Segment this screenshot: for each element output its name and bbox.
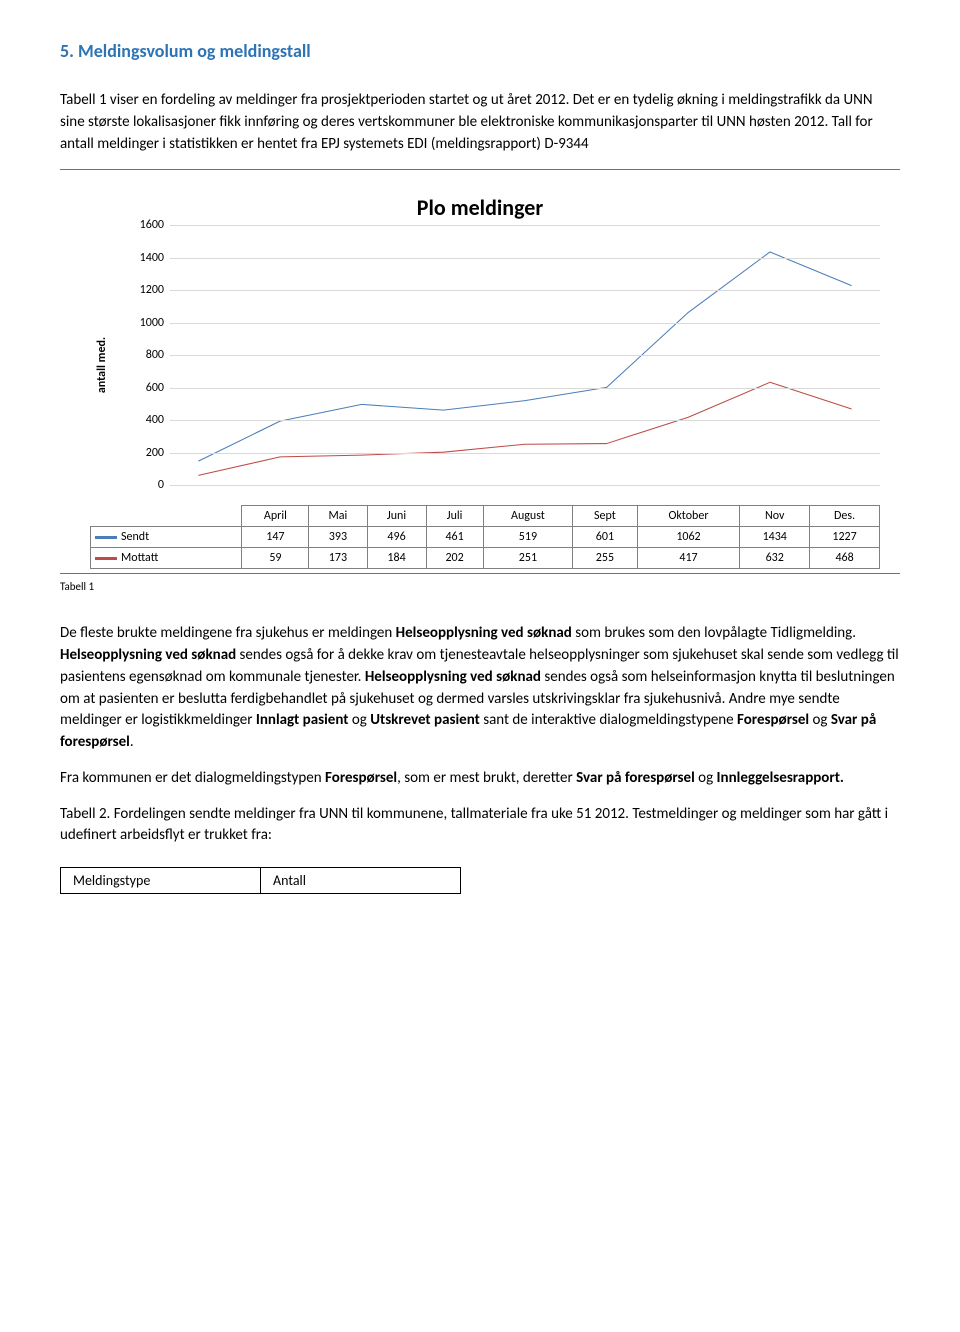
heading-number: 5. (60, 40, 74, 62)
chart-title: Plo meldinger (60, 174, 900, 225)
chart-value-cell: 519 (483, 527, 573, 548)
table-header-meldingstype: Meldingstype (61, 868, 261, 894)
chart-value-cell: 496 (367, 527, 426, 548)
chart-value-cell: 1434 (740, 527, 810, 548)
text: som brukes som den lovpålagte Tidligmeld… (572, 624, 856, 642)
chart-value-cell: 461 (426, 527, 483, 548)
chart-category-cell: April (242, 506, 309, 527)
chart-category-cell: Oktober (637, 506, 740, 527)
text-bold: Svar på forespørsel (576, 769, 695, 787)
chart-caption: Tabell 1 (60, 580, 900, 593)
chart-category-cell: Mai (309, 506, 367, 527)
chart-gridline (170, 258, 880, 259)
chart-ytick: 400 (134, 413, 164, 427)
chart-value-cell: 1227 (810, 527, 880, 548)
chart-category-cell: Des. (810, 506, 880, 527)
chart-container: Plo meldinger antall med. 02004006008001… (60, 169, 900, 574)
chart-category-cell: Juli (426, 506, 483, 527)
chart-gridline (170, 485, 880, 486)
chart-value-cell: 632 (740, 548, 810, 569)
body-paragraph-3: Tabell 2. Fordelingen sendte meldinger f… (60, 804, 900, 848)
text-bold: Utskrevet pasient (370, 711, 480, 729)
chart-gridline (170, 323, 880, 324)
text-bold: Forespørsel (737, 711, 809, 729)
text: Fra kommunen er det dialogmeldingstypen (60, 769, 325, 787)
table-row: Mottatt59173184202251255417632468 (91, 548, 880, 569)
text-bold: Innleggelsesrapport. (717, 769, 844, 787)
chart-series-line (198, 252, 851, 461)
legend-swatch-icon (95, 536, 117, 539)
chart-value-cell: 393 (309, 527, 367, 548)
text-bold: Forespørsel (325, 769, 397, 787)
table-row: Sendt147393496461519601106214341227 (91, 527, 880, 548)
chart-ytick: 200 (134, 446, 164, 460)
chart-value-cell: 601 (573, 527, 637, 548)
chart-series-label: Mottatt (91, 548, 242, 569)
text-bold: Helseopplysning ved søknad (365, 668, 541, 686)
chart-ytick: 1200 (134, 283, 164, 297)
chart-ytick: 1000 (134, 316, 164, 330)
chart-y-axis-label: antall med. (95, 337, 109, 393)
chart-value-cell: 468 (810, 548, 880, 569)
chart-plot: 02004006008001000120014001600 (170, 225, 880, 485)
chart-category-cell: Nov (740, 506, 810, 527)
text: og (809, 711, 831, 729)
chart-gridline (170, 355, 880, 356)
text: De fleste brukte meldingene fra sjukehus… (60, 624, 396, 642)
text-bold: Helseopplysning ved søknad (396, 624, 572, 642)
chart-value-cell: 184 (367, 548, 426, 569)
chart-series-line (198, 383, 851, 476)
chart-value-cell: 173 (309, 548, 367, 569)
text: og (348, 711, 370, 729)
section-heading: 5. Meldingsvolum og meldingstall (60, 40, 900, 62)
chart-ytick: 0 (134, 478, 164, 492)
text-bold: Innlagt pasient (256, 711, 349, 729)
intro-paragraph: Tabell 1 viser en fordeling av meldinger… (60, 90, 900, 155)
chart-value-cell: 251 (483, 548, 573, 569)
chart-value-cell: 147 (242, 527, 309, 548)
table-row: AprilMaiJuniJuliAugustSeptOktoberNovDes. (91, 506, 880, 527)
body-paragraph-1: De fleste brukte meldingene fra sjukehus… (60, 623, 900, 754)
blank-cell (91, 506, 242, 527)
body-paragraph-2: Fra kommunen er det dialogmeldingstypen … (60, 768, 900, 790)
chart-series-label: Sendt (91, 527, 242, 548)
chart-data-table: AprilMaiJuniJuliAugustSeptOktoberNovDes.… (90, 505, 880, 569)
table-header-antall: Antall (261, 868, 461, 894)
footer-table: Meldingstype Antall (60, 867, 461, 894)
text-bold: Helseopplysning ved søknad (60, 646, 236, 664)
chart-value-cell: 202 (426, 548, 483, 569)
chart-value-cell: 59 (242, 548, 309, 569)
chart-category-cell: Juni (367, 506, 426, 527)
heading-text: Meldingsvolum og meldingstall (78, 40, 311, 62)
chart-gridline (170, 388, 880, 389)
chart-ytick: 1600 (134, 218, 164, 232)
chart-gridline (170, 225, 880, 226)
text: sant de interaktive dialogmeldingstypene (480, 711, 737, 729)
chart-ytick: 800 (134, 348, 164, 362)
chart-gridline (170, 420, 880, 421)
chart-category-cell: August (483, 506, 573, 527)
text: , som er mest brukt, deretter (397, 769, 576, 787)
text: og (695, 769, 717, 787)
legend-swatch-icon (95, 557, 117, 560)
text: . (130, 733, 134, 751)
chart-ytick: 1400 (134, 251, 164, 265)
chart-value-cell: 1062 (637, 527, 740, 548)
chart-value-cell: 417 (637, 548, 740, 569)
chart-value-cell: 255 (573, 548, 637, 569)
chart-gridline (170, 290, 880, 291)
table-row: Meldingstype Antall (61, 868, 461, 894)
chart-ytick: 600 (134, 381, 164, 395)
chart-category-cell: Sept (573, 506, 637, 527)
chart-gridline (170, 453, 880, 454)
chart-plot-area: antall med. 0200400600800100012001400160… (130, 225, 880, 505)
